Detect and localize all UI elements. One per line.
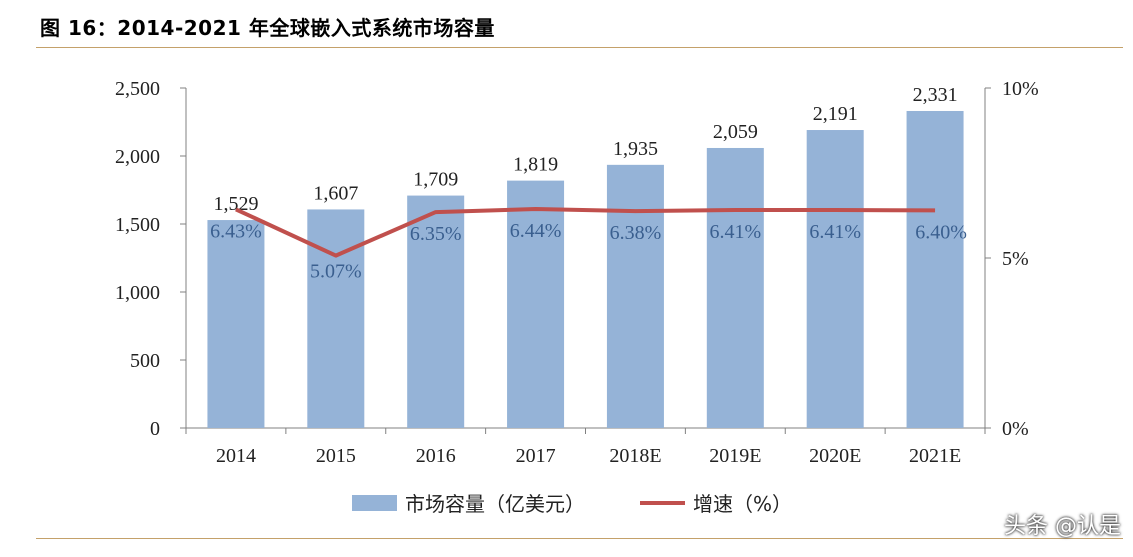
line-value-label: 6.38% <box>610 222 662 244</box>
left-tick-label: 500 <box>130 350 160 372</box>
bar <box>806 130 864 429</box>
right-tick-label: 5% <box>1002 248 1029 270</box>
x-tick-label: 2019E <box>709 445 761 467</box>
left-tick-label: 2,000 <box>115 146 160 168</box>
legend-bar-label: 市场容量（亿美元） <box>405 492 585 516</box>
right-tick-label: 0% <box>1002 418 1029 440</box>
legend-line-swatch <box>640 500 685 505</box>
x-tick-label: 2020E <box>809 445 861 467</box>
bar-value-label: 2,191 <box>813 103 858 125</box>
x-tick-label: 2017 <box>516 445 556 467</box>
line-value-label: 6.41% <box>709 221 761 243</box>
legend-line-label: 增速（%） <box>693 492 793 516</box>
bar <box>407 195 465 428</box>
right-tick-label: 10% <box>1002 78 1039 100</box>
watermark: 头条 @认是 <box>1004 514 1121 539</box>
growth-line <box>235 207 936 258</box>
bar-value-label: 2,059 <box>713 121 758 143</box>
legend-item-bar: 市场容量（亿美元） <box>352 488 585 517</box>
line-value-label: 5.07% <box>310 261 362 283</box>
top-rule <box>36 47 1123 48</box>
line-value-label: 6.44% <box>510 220 562 242</box>
line-value-label: 6.40% <box>915 221 967 243</box>
x-tick-label: 2018E <box>609 445 661 467</box>
left-tick-label: 1,000 <box>115 282 160 304</box>
bar-value-label: 2,331 <box>913 84 958 106</box>
bar-value-label: 1,607 <box>313 182 358 204</box>
bar <box>307 209 365 428</box>
legend: 市场容量（亿美元） 增速（%） <box>0 488 1133 518</box>
legend-bar-swatch <box>352 494 397 511</box>
x-tick-label: 2015 <box>316 445 356 467</box>
left-tick-label: 1,500 <box>115 214 160 236</box>
bar-value-label: 1,935 <box>613 138 658 160</box>
bottom-rule <box>36 538 1123 539</box>
x-tick-label: 2021E <box>909 445 961 467</box>
bar <box>207 220 265 428</box>
bar <box>706 147 764 428</box>
bar <box>606 164 664 428</box>
line-value-label: 6.41% <box>809 221 861 243</box>
left-tick-label: 2,500 <box>115 78 160 100</box>
chart-title: 图 16：2014-2021 年全球嵌入式系统市场容量 <box>40 16 495 40</box>
x-tick-label: 2016 <box>416 445 456 467</box>
line-value-label: 6.43% <box>210 220 262 242</box>
line-value-label: 6.35% <box>410 223 462 245</box>
x-tick-label: 2014 <box>216 445 256 467</box>
bar-value-label: 1,529 <box>213 193 258 215</box>
bar-value-label: 1,709 <box>413 169 458 191</box>
bar-value-label: 1,819 <box>513 154 558 176</box>
legend-item-line: 增速（%） <box>640 488 792 517</box>
left-tick-label: 0 <box>150 418 160 440</box>
bar <box>906 110 964 428</box>
bar <box>507 180 565 428</box>
